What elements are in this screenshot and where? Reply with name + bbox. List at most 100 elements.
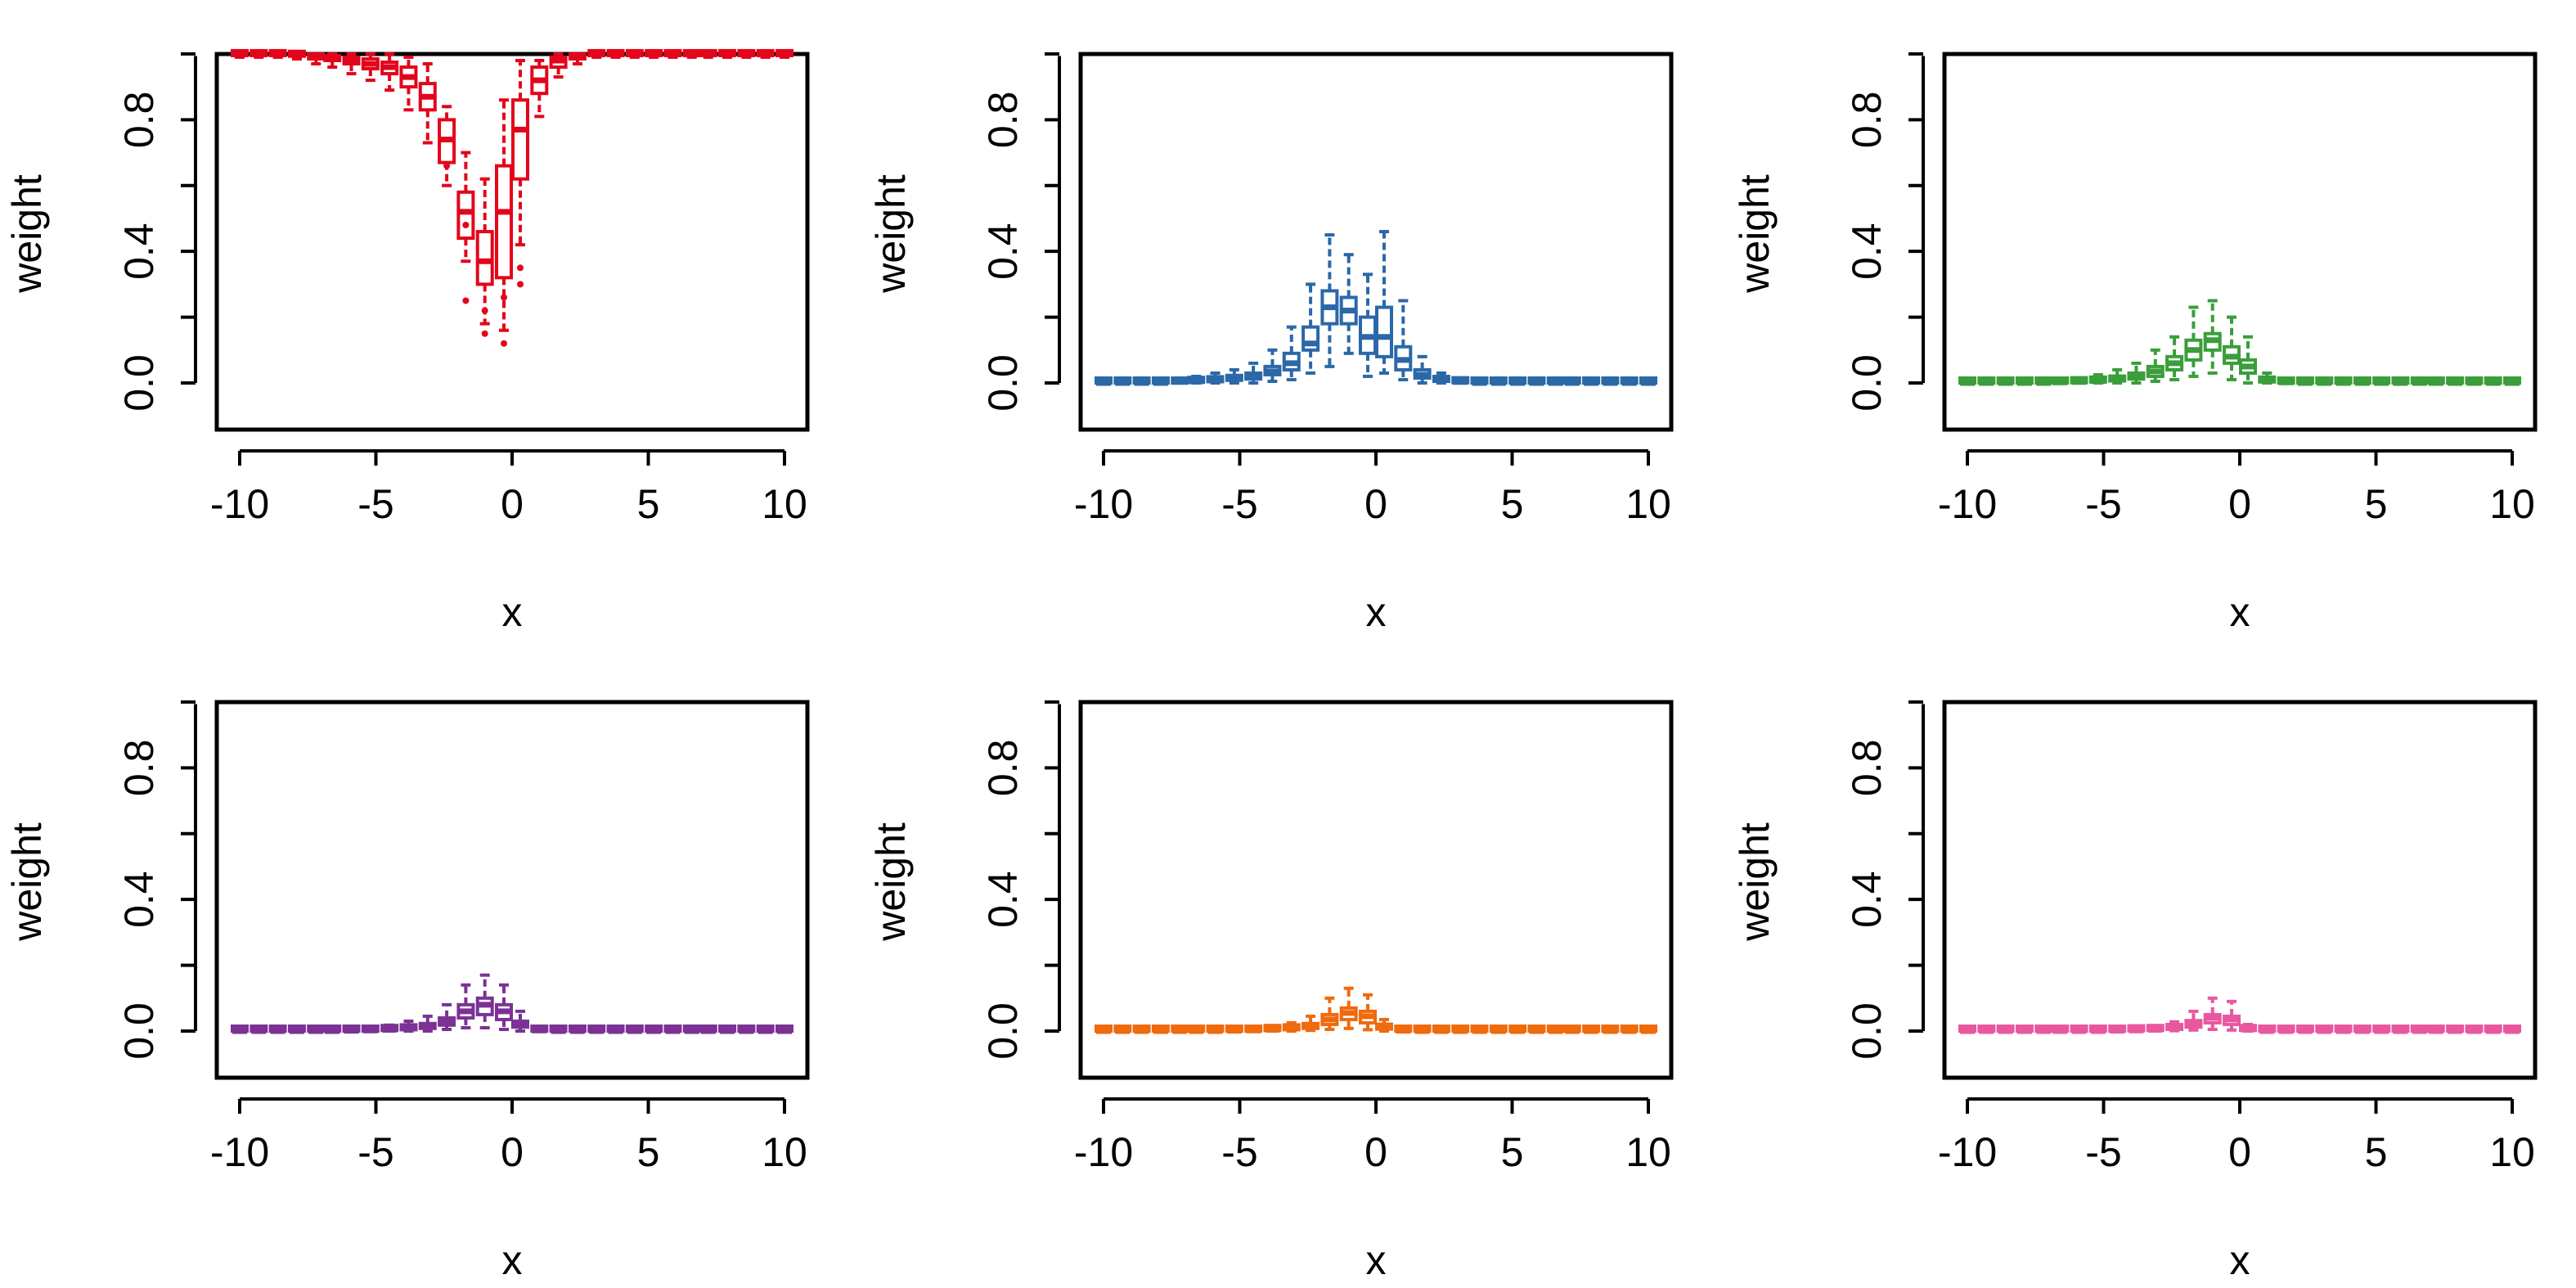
- box-5: [1171, 1025, 1189, 1034]
- box-26: [699, 48, 717, 59]
- box-8: [1225, 367, 1243, 385]
- x-tick-label: 0: [1364, 481, 1387, 527]
- box-30: [1639, 376, 1657, 386]
- box-27: [718, 1025, 737, 1034]
- y-axis: 0.0 0.4 0.8: [1844, 52, 1925, 412]
- x-axis: -10 -5 0 5 10: [210, 449, 807, 527]
- y-axis: 0.0 0.4 0.8: [980, 700, 1061, 1060]
- box-30: [2503, 376, 2521, 386]
- box-10: [1263, 1024, 1282, 1033]
- box-28: [1601, 376, 1620, 386]
- x-tick-label: 5: [637, 481, 660, 527]
- y-tick-label: 0.8: [116, 740, 162, 797]
- box-9: [1244, 361, 1263, 385]
- box-1: [1095, 1025, 1113, 1034]
- box-19: [1432, 371, 1450, 385]
- x-tick-label: -10: [1074, 1129, 1133, 1175]
- box-15: [495, 98, 514, 332]
- box-12: [2165, 335, 2184, 381]
- box-15: [2223, 315, 2241, 381]
- box-18: [549, 52, 568, 79]
- x-axis: -10 -5 0 5 10: [1938, 449, 2535, 527]
- x-tick-label: 0: [2228, 1129, 2251, 1175]
- box-15: [2223, 999, 2241, 1032]
- panel-3: -10 -5 0 5 10 x 0.0 0.4 0.8 weight: [1732, 52, 2538, 635]
- y-axis: 0.0 0.4 0.8: [980, 52, 1061, 412]
- box-21: [1470, 376, 1489, 386]
- plot-frame: [1942, 52, 2538, 432]
- outlier-point: [516, 264, 524, 272]
- panel-2: -10 -5 0 5 10 x 0.0 0.4 0.8 weight: [868, 52, 1674, 635]
- box-26: [1562, 1025, 1581, 1034]
- plot-frame: [214, 52, 810, 432]
- box-11: [418, 61, 437, 145]
- box-11: [1282, 325, 1301, 381]
- box-3: [268, 1025, 287, 1034]
- box-29: [1620, 376, 1639, 386]
- box-13: [2184, 1009, 2203, 1032]
- box-24: [663, 1025, 682, 1034]
- box-6: [323, 52, 342, 69]
- box-3: [1996, 376, 2015, 386]
- box-26: [2426, 1025, 2445, 1034]
- box-23: [645, 1025, 663, 1034]
- box-13: [1320, 996, 1339, 1031]
- box-16: [1374, 230, 1393, 375]
- box-9: [2108, 367, 2127, 385]
- x-tick-label: -5: [357, 1129, 393, 1175]
- iqr-box: [510, 98, 529, 181]
- box-26: [699, 1025, 717, 1034]
- y-tick-label: 0.0: [1844, 354, 1890, 412]
- y-tick-label: 0.4: [1844, 223, 1890, 280]
- y-tick-label: 0.0: [116, 1002, 162, 1060]
- outlier-point: [501, 294, 508, 301]
- box-17: [2258, 371, 2277, 385]
- box-20: [1451, 376, 1470, 385]
- box-18: [1413, 1025, 1432, 1034]
- box-13: [456, 983, 475, 1029]
- box-27: [1582, 376, 1601, 386]
- outlier-point: [462, 297, 470, 304]
- box-5: [2034, 1025, 2053, 1034]
- y-axis-title: weight: [4, 822, 50, 942]
- box-12: [1301, 1014, 1320, 1033]
- box-3: [268, 48, 287, 59]
- box-19: [568, 52, 587, 65]
- box-2: [1977, 1025, 1996, 1034]
- box-30: [775, 1025, 793, 1034]
- box-27: [2446, 1025, 2465, 1034]
- outlier-point: [443, 162, 451, 169]
- box-20: [1451, 1025, 1470, 1034]
- y-axis-title: weight: [1732, 174, 1778, 294]
- box-19: [568, 1025, 587, 1034]
- box-16: [2238, 1022, 2257, 1033]
- x-tick-label: 5: [1501, 481, 1524, 527]
- y-tick-label: 0.8: [980, 92, 1026, 149]
- box-1: [231, 48, 249, 59]
- y-axis: 0.0 0.4 0.8: [116, 52, 197, 412]
- box-11: [2146, 348, 2165, 383]
- x-tick-label: -10: [210, 481, 269, 527]
- y-tick-label: 0.4: [116, 871, 162, 928]
- box-6: [1187, 374, 1206, 385]
- box-12: [438, 1002, 456, 1031]
- box-17: [530, 58, 549, 119]
- y-axis-title: weight: [868, 822, 914, 942]
- box-22: [625, 1025, 644, 1034]
- boxplot-series: [1095, 986, 1657, 1034]
- box-20: [587, 1025, 606, 1034]
- x-axis-title: x: [2230, 589, 2250, 635]
- y-tick-label: 0.8: [116, 92, 162, 149]
- box-7: [342, 1025, 361, 1034]
- box-17: [530, 1025, 549, 1034]
- box-2: [250, 1025, 268, 1034]
- box-11: [1282, 1020, 1301, 1033]
- box-29: [2484, 1025, 2502, 1034]
- box-22: [2353, 376, 2371, 386]
- box-6: [2051, 376, 2070, 385]
- box-12: [438, 105, 456, 187]
- box-4: [1151, 376, 1170, 386]
- x-tick-label: -5: [2085, 1129, 2121, 1175]
- y-axis-title: weight: [868, 174, 914, 294]
- box-6: [323, 1025, 342, 1034]
